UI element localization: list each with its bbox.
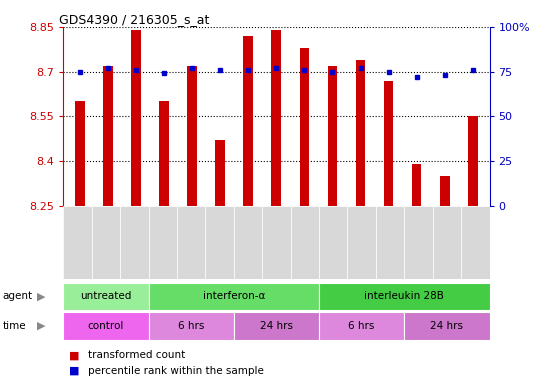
Bar: [234, 206, 262, 279]
Bar: [92, 206, 120, 279]
Text: ▶: ▶: [37, 291, 46, 301]
Bar: [148, 283, 319, 310]
Bar: [319, 206, 348, 279]
Bar: [439, 176, 449, 206]
Bar: [262, 206, 290, 279]
Text: transformed count: transformed count: [88, 350, 185, 360]
Bar: [404, 312, 490, 340]
Bar: [290, 206, 319, 279]
Bar: [63, 206, 92, 279]
Text: interleukin 28B: interleukin 28B: [364, 291, 444, 301]
Bar: [376, 206, 404, 279]
Bar: [205, 206, 234, 279]
Bar: [103, 66, 113, 206]
Bar: [63, 283, 148, 310]
Bar: [177, 206, 205, 279]
Bar: [356, 60, 365, 206]
Bar: [300, 48, 309, 206]
Bar: [216, 140, 225, 206]
Bar: [272, 30, 281, 206]
Bar: [348, 206, 376, 279]
Bar: [384, 81, 393, 206]
Text: agent: agent: [3, 291, 33, 301]
Text: ■: ■: [69, 366, 79, 376]
Bar: [319, 283, 490, 310]
Text: 6 hrs: 6 hrs: [178, 321, 204, 331]
Bar: [244, 36, 253, 206]
Text: control: control: [87, 321, 124, 331]
Bar: [433, 206, 461, 279]
Text: interferon-α: interferon-α: [202, 291, 265, 301]
Bar: [234, 312, 319, 340]
Text: 24 hrs: 24 hrs: [430, 321, 463, 331]
Text: 6 hrs: 6 hrs: [349, 321, 375, 331]
Bar: [404, 206, 433, 279]
Text: ■: ■: [69, 350, 79, 360]
Text: GDS4390 / 216305_s_at: GDS4390 / 216305_s_at: [59, 13, 210, 26]
Bar: [63, 312, 148, 340]
Bar: [412, 164, 421, 206]
Text: ▶: ▶: [37, 321, 46, 331]
Bar: [160, 101, 169, 206]
Bar: [148, 206, 177, 279]
Text: time: time: [3, 321, 26, 331]
Bar: [328, 66, 337, 206]
Bar: [75, 101, 85, 206]
Bar: [131, 30, 141, 206]
Bar: [188, 66, 197, 206]
Text: untreated: untreated: [80, 291, 131, 301]
Text: percentile rank within the sample: percentile rank within the sample: [88, 366, 264, 376]
Bar: [319, 312, 404, 340]
Bar: [461, 206, 490, 279]
Bar: [468, 116, 477, 206]
Text: 24 hrs: 24 hrs: [260, 321, 293, 331]
Bar: [120, 206, 148, 279]
Bar: [148, 312, 234, 340]
